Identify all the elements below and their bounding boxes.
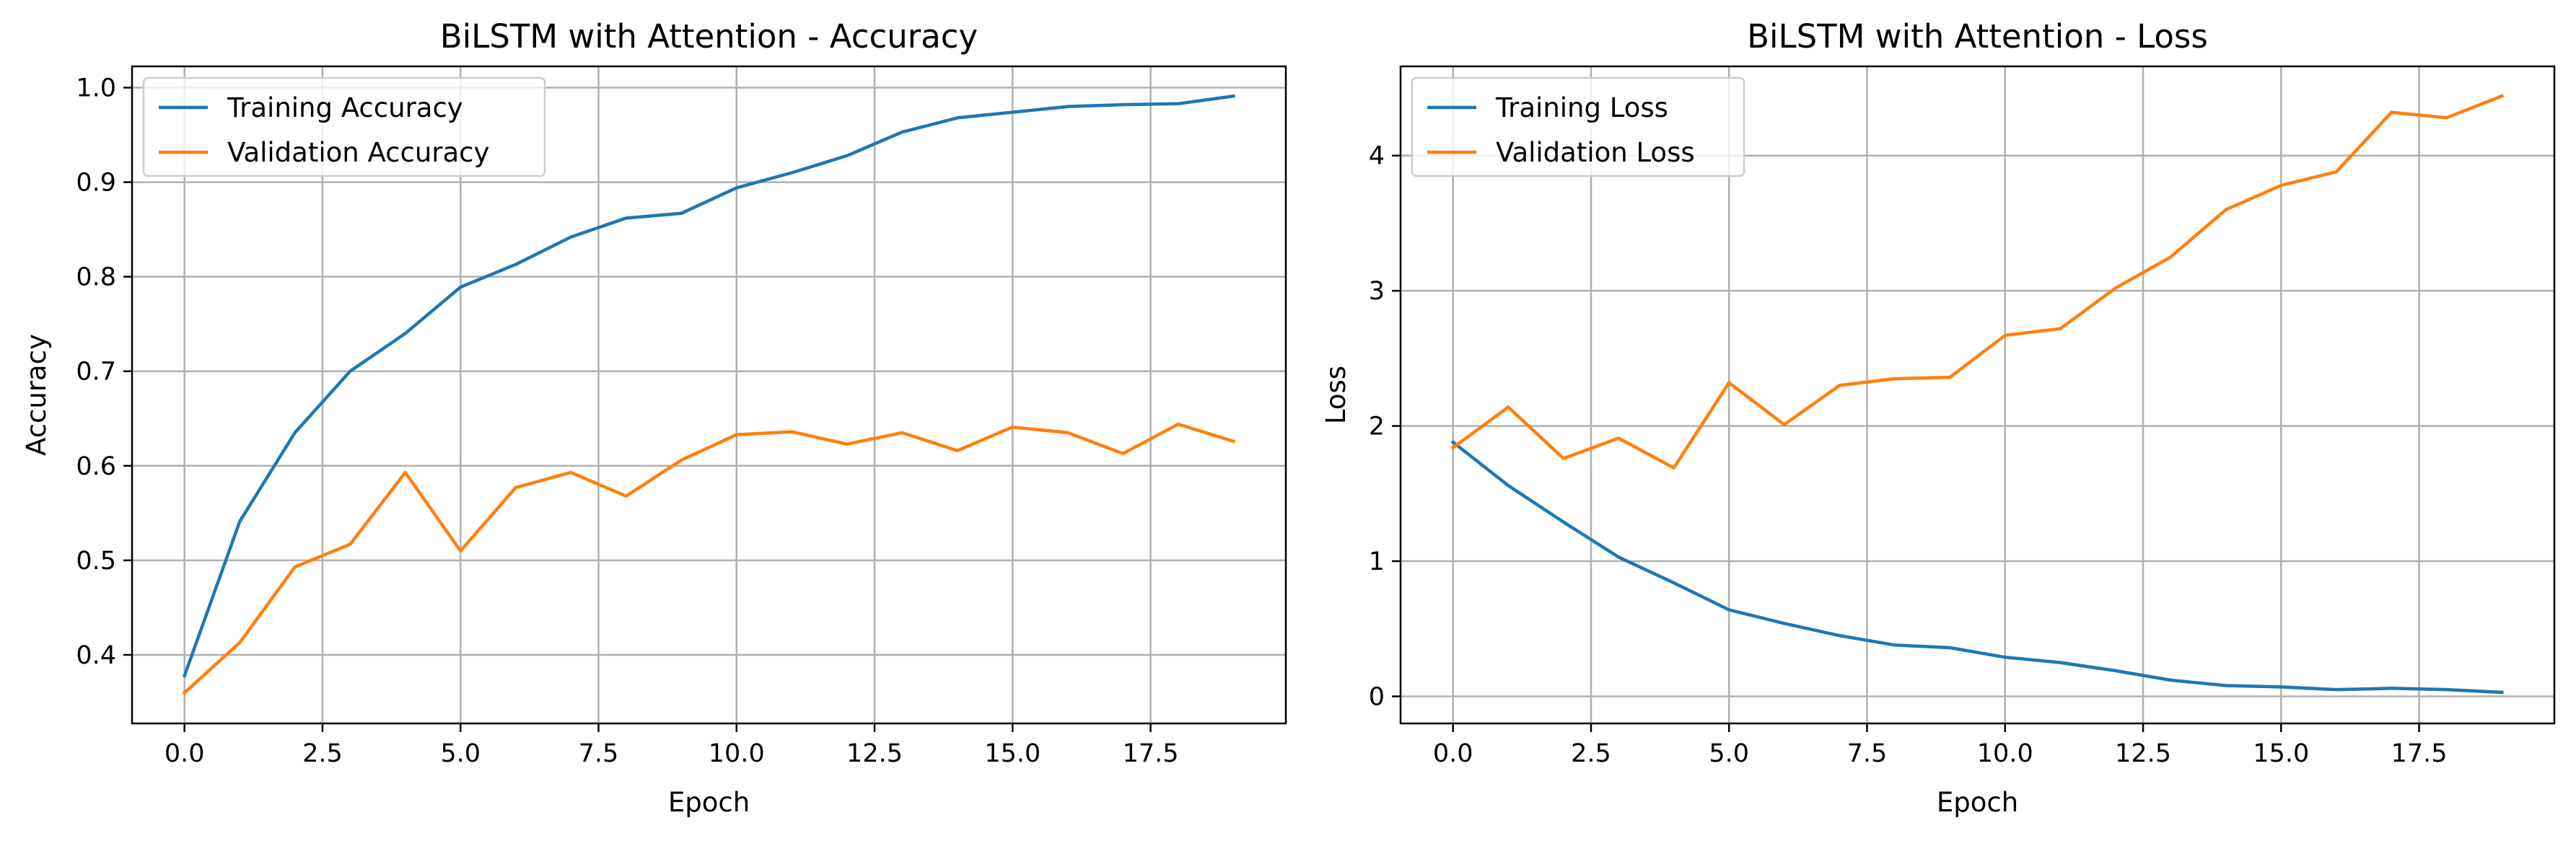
y-tick-label: 1	[1369, 547, 1385, 576]
y-tick-label: 0.7	[76, 358, 116, 387]
y-tick-label: 0.6	[76, 452, 116, 481]
legend-box	[142, 76, 546, 177]
series-line-validation-accuracy	[182, 422, 1236, 695]
x-axis-label: Epoch	[668, 787, 750, 818]
y-tick-label: 3	[1369, 277, 1385, 306]
x-tick-label: 10.0	[1977, 739, 2033, 768]
series-line-validation-loss	[1450, 94, 2505, 470]
legend-label: Validation Accuracy	[227, 137, 489, 168]
x-tick-label: 7.5	[1847, 739, 1888, 768]
y-tick-label: 0.4	[76, 641, 116, 670]
x-tick-label: 10.0	[709, 739, 765, 768]
legend-label: Validation Loss	[1496, 137, 1695, 168]
legend-box	[1411, 76, 1745, 177]
x-tick-label: 7.5	[579, 739, 619, 768]
plot-frame	[1399, 65, 2556, 725]
y-tick-label: 0	[1369, 683, 1385, 712]
legend-label: Training Accuracy	[227, 92, 463, 123]
series-line-training-loss	[1450, 439, 2504, 695]
legend: Training Accuracy Validation Accuracy	[142, 76, 546, 177]
x-tick-label: 2.5	[302, 739, 343, 768]
x-tick-label: 0.0	[165, 739, 205, 768]
x-tick-label: 15.0	[2253, 739, 2309, 768]
series-line-training-accuracy	[182, 94, 1235, 678]
x-tick-label: 0.0	[1433, 739, 1473, 768]
plot-frame	[131, 65, 1287, 725]
x-tick-label: 15.0	[984, 739, 1041, 768]
y-tick-label: 4	[1369, 142, 1385, 171]
x-axis-label: Epoch	[1937, 787, 2018, 818]
x-tick-label: 12.5	[2115, 739, 2171, 768]
x-tick-label: 5.0	[440, 739, 481, 768]
x-tick-label: 17.5	[1123, 739, 1179, 768]
loss-chart: 0.0 2.5 5.0 7.5 10.0 12.5 15.0 17.5 0 1 2 3 4 BiLSTM …	[1320, 17, 2556, 818]
x-tick-label: 17.5	[2391, 739, 2448, 768]
y-tick-label: 0.8	[76, 263, 116, 292]
y-tick-label: 0.5	[76, 547, 116, 576]
y-axis-label: Accuracy	[21, 334, 52, 456]
y-tick-label: 0.9	[76, 169, 116, 198]
chart-title: BiLSTM with Attention - Accuracy	[440, 17, 978, 56]
x-tick-label: 5.0	[1709, 739, 1749, 768]
y-tick-label: 2	[1369, 413, 1385, 441]
y-tick-label: 1.0	[76, 74, 116, 102]
accuracy-chart: 0.0 2.5 5.0 7.5 10.0 12.5 15.0 17.5 0.4 0.5 0.6 0.7…	[21, 17, 1287, 818]
legend-label: Training Loss	[1495, 92, 1668, 123]
x-tick-label: 2.5	[1571, 739, 1611, 768]
y-axis-label: Loss	[1320, 366, 1351, 424]
legend: Training Loss Validation Loss	[1411, 76, 1745, 177]
chart-title: BiLSTM with Attention - Loss	[1747, 17, 2208, 56]
x-tick-label: 12.5	[846, 739, 903, 768]
